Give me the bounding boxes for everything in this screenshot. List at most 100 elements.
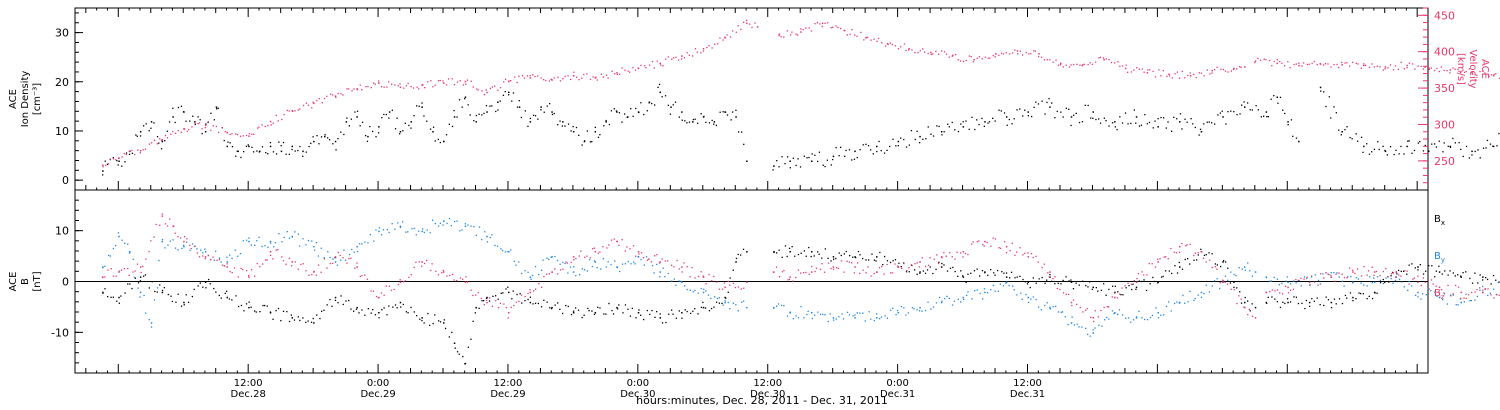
bx-point <box>218 294 220 297</box>
bz-point <box>556 273 559 275</box>
bx-point <box>1368 295 1370 297</box>
by-point <box>564 262 566 265</box>
velocity-point <box>688 54 690 56</box>
x-tick-label: 0:00 <box>627 378 649 389</box>
bz-point <box>1341 273 1343 275</box>
density-point <box>1081 121 1084 123</box>
by-point <box>895 314 897 316</box>
by-point <box>619 270 621 273</box>
velocity-point <box>653 67 655 69</box>
bx-point <box>686 310 688 313</box>
velocity-point <box>508 80 510 83</box>
bz-point <box>724 286 726 289</box>
bz-point <box>288 257 290 260</box>
bz-point <box>315 274 317 276</box>
velocity-point <box>316 100 318 102</box>
density-point <box>557 124 559 126</box>
bz-point <box>1233 288 1235 291</box>
velocity-point <box>756 26 759 28</box>
density-point <box>259 150 261 153</box>
by-point <box>983 288 986 290</box>
bx-point <box>1482 279 1484 281</box>
by-point <box>229 254 231 256</box>
velocity-point <box>521 75 524 77</box>
velocity-point <box>981 58 983 60</box>
bx-point <box>156 291 158 293</box>
velocity-point <box>1117 61 1119 63</box>
bx-point <box>1419 264 1421 266</box>
by-point <box>494 244 496 247</box>
density-point <box>938 125 940 128</box>
density-point <box>984 121 986 123</box>
bx-point <box>1152 276 1154 279</box>
by-point <box>177 249 179 251</box>
velocity-point <box>805 27 807 29</box>
density-point <box>508 91 510 94</box>
velocity-point <box>884 45 887 47</box>
velocity-point <box>548 80 550 82</box>
bx-point <box>1330 301 1333 304</box>
velocity-point <box>922 48 924 50</box>
bz-point <box>593 247 596 249</box>
bz-point <box>269 251 272 253</box>
by-point <box>1395 276 1397 278</box>
velocity-point <box>1472 73 1474 75</box>
velocity-point <box>1488 75 1490 77</box>
bx-point <box>1176 272 1179 274</box>
velocity-point <box>1184 77 1186 79</box>
bz-point <box>1417 281 1419 283</box>
density-point <box>183 111 185 113</box>
bx-point <box>177 293 179 295</box>
by-point <box>1216 278 1218 280</box>
bz-point <box>921 257 923 259</box>
velocity-point <box>1105 58 1107 60</box>
density-point <box>148 130 150 132</box>
velocity-point <box>486 91 488 94</box>
bz-point <box>716 281 718 283</box>
bx-point <box>1244 296 1246 299</box>
bz-point <box>254 275 256 277</box>
velocity-point <box>1492 75 1495 77</box>
bx-point <box>1319 304 1321 306</box>
bz-point <box>332 262 334 264</box>
bx-point <box>784 245 787 247</box>
bx-point <box>1128 285 1130 287</box>
by-point <box>1436 295 1438 298</box>
by-point <box>1170 310 1172 312</box>
by-point <box>426 229 428 231</box>
bx-point <box>1295 296 1298 298</box>
bx-point <box>681 317 683 319</box>
by-point <box>298 245 301 247</box>
bx-point <box>1338 298 1341 300</box>
bx-point <box>1495 279 1497 281</box>
bz-point <box>399 281 402 283</box>
bz-point <box>1412 278 1414 280</box>
by-point <box>1360 282 1362 284</box>
bx-point <box>649 313 651 316</box>
density-point <box>118 160 120 162</box>
velocity-point <box>686 52 688 54</box>
bx-point <box>1229 282 1232 284</box>
bx-point <box>1029 286 1031 289</box>
by-point <box>402 221 404 223</box>
bz-point <box>464 281 467 283</box>
bz-point <box>1330 276 1333 278</box>
density-point <box>830 164 832 166</box>
bz-point <box>608 244 610 246</box>
velocity-point <box>380 86 383 88</box>
bx-point <box>1145 289 1148 292</box>
velocity-point <box>1038 53 1040 55</box>
density-point <box>204 131 207 133</box>
density-point <box>439 141 441 144</box>
velocity-point <box>174 132 177 134</box>
by-point <box>1407 289 1409 291</box>
bz-point <box>646 259 648 261</box>
bx-point <box>277 307 280 310</box>
density-point <box>458 99 461 101</box>
bz-point <box>515 301 518 303</box>
density-point <box>724 111 726 113</box>
bx-point <box>1352 300 1354 302</box>
bx-point <box>1366 298 1368 300</box>
density-point <box>1062 116 1064 118</box>
bz-point <box>282 260 285 262</box>
